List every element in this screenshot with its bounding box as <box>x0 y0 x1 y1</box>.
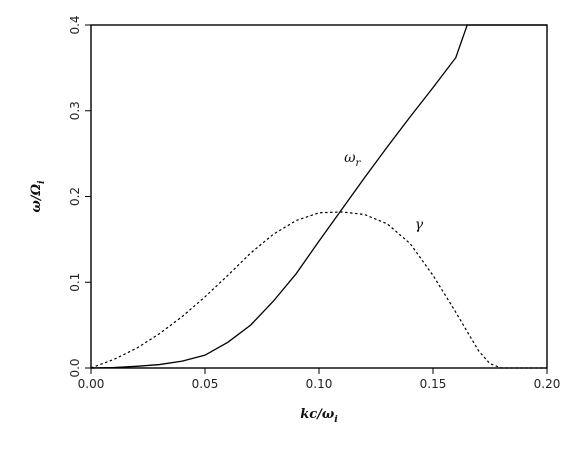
annotation-1: γ <box>415 217 424 233</box>
y-tick-label: 0.3 <box>68 101 82 120</box>
series-line-omega-r <box>90 24 547 369</box>
plot-area: ωr γ <box>90 24 548 369</box>
x-tick-label: 0.20 <box>534 377 561 391</box>
y-axis-ticks: 0.0 0.1 0.2 0.3 0.4 <box>68 15 91 378</box>
x-tick-label: 0.05 <box>192 377 219 391</box>
y-tick-label: 0.0 <box>68 358 82 377</box>
y-axis-label: ω/Ωi <box>29 180 47 213</box>
x-tick-label: 0.10 <box>306 377 333 391</box>
annotation-0: ωr <box>344 150 361 169</box>
y-tick-label: 0.4 <box>68 15 82 34</box>
x-axis-label: kc/ωi <box>300 407 338 425</box>
x-tick-label: 0.15 <box>420 377 447 391</box>
series-line-gamma <box>90 211 547 369</box>
x-tick-label: 0.00 <box>78 377 105 391</box>
x-axis-ticks: 0.00 0.05 0.10 0.15 0.20 <box>78 368 561 391</box>
plot-frame <box>90 24 548 369</box>
y-tick-label: 0.2 <box>68 187 82 206</box>
y-tick-label: 0.1 <box>68 273 82 292</box>
